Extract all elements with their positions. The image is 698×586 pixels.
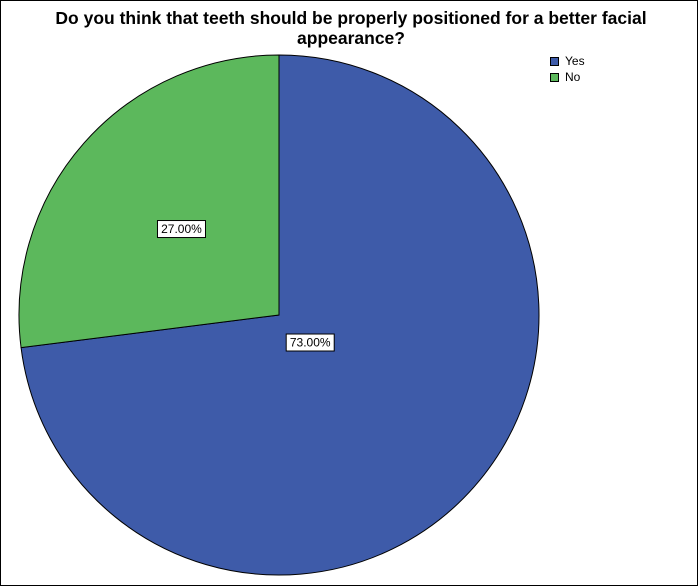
legend-label-yes: Yes <box>565 54 585 68</box>
slice-no <box>18 54 280 349</box>
data-label-yes-box <box>285 333 335 352</box>
legend-item-yes: Yes <box>550 53 585 69</box>
data-label-no: 27.00% <box>156 220 206 239</box>
legend-swatch-yes <box>550 56 559 66</box>
legend-label-no: No <box>565 70 581 84</box>
data-label-yes: 73.00% <box>285 333 335 352</box>
data-label-no-box <box>156 220 206 239</box>
legend: Yes No <box>550 53 585 85</box>
data-label-no-text: 27.00% <box>161 222 202 236</box>
slice-yes <box>20 54 540 576</box>
chart-title: Do you think that teeth should be proper… <box>55 8 647 48</box>
legend-item-no: No <box>550 69 585 85</box>
data-label-yes-text: 73.00% <box>290 336 331 350</box>
legend-swatch-no <box>550 72 559 82</box>
